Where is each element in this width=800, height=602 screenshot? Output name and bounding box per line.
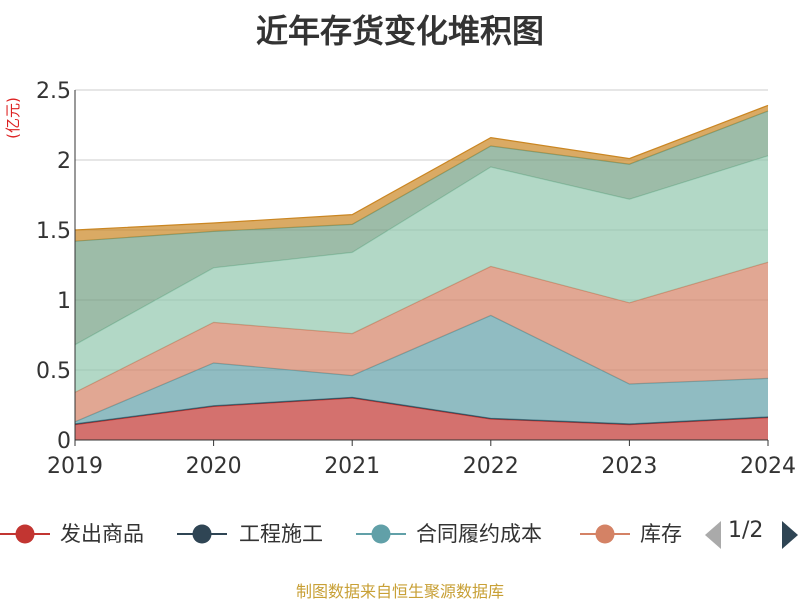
legend-swatch-icon (580, 524, 630, 544)
data-source-note: 制图数据来自恒生聚源数据库 (295, 582, 504, 601)
area-series (74, 104, 769, 440)
legend-prev-page-icon[interactable] (704, 520, 722, 550)
chart-title: 近年存货变化堆积图 (255, 12, 544, 50)
y-tick-label: 2.5 (36, 79, 71, 104)
x-tick-label: 2023 (601, 454, 657, 479)
legend-item-1[interactable]: 发出商品 (0, 516, 160, 552)
area-series-4 (75, 262, 768, 422)
y-tick-label: 1 (57, 289, 71, 314)
x-tick-label: 2019 (47, 454, 103, 479)
legend-item-2[interactable]: 工程施工 (177, 516, 342, 552)
legend-item-4[interactable]: 库存 (580, 516, 690, 552)
y-tick-label: 1.5 (36, 219, 71, 244)
x-tick-label: 2024 (740, 454, 796, 479)
legend-page-indicator: 1/2 (728, 518, 764, 543)
legend-item-3[interactable]: 合同履约成本 (356, 516, 566, 552)
area-series-3 (75, 315, 768, 424)
x-tick-label: 2022 (463, 454, 519, 479)
area-series-7 (75, 105, 768, 242)
area-series-6 (75, 111, 768, 345)
x-tick-label: 2021 (324, 454, 380, 479)
series-line-7 (74, 104, 769, 231)
legend-label: 工程施工 (239, 522, 323, 546)
y-tick-label: 0.5 (36, 359, 71, 384)
y-unit-label: (亿元) (4, 97, 22, 139)
area-series-5 (75, 155, 768, 393)
legend-swatch-icon (0, 524, 50, 544)
legend: 发出商品 工程施工 合同履约成本 库存 (0, 516, 800, 552)
axes: 0 0.5 1 1.5 2 2.5 2019 2020 2021 2022 2023 2024 (亿元) (4, 79, 796, 479)
x-tick-label: 2020 (186, 454, 242, 479)
y-tick-label: 0 (57, 429, 71, 454)
area-series-1 (75, 398, 768, 440)
y-tick-label: 2 (57, 149, 71, 174)
legend-label: 库存 (640, 522, 682, 546)
legend-swatch-icon (177, 524, 227, 544)
legend-label: 合同履约成本 (416, 522, 542, 546)
legend-next-page-icon[interactable] (781, 520, 799, 550)
legend-swatch-icon (356, 524, 406, 544)
legend-label: 发出商品 (60, 522, 144, 546)
